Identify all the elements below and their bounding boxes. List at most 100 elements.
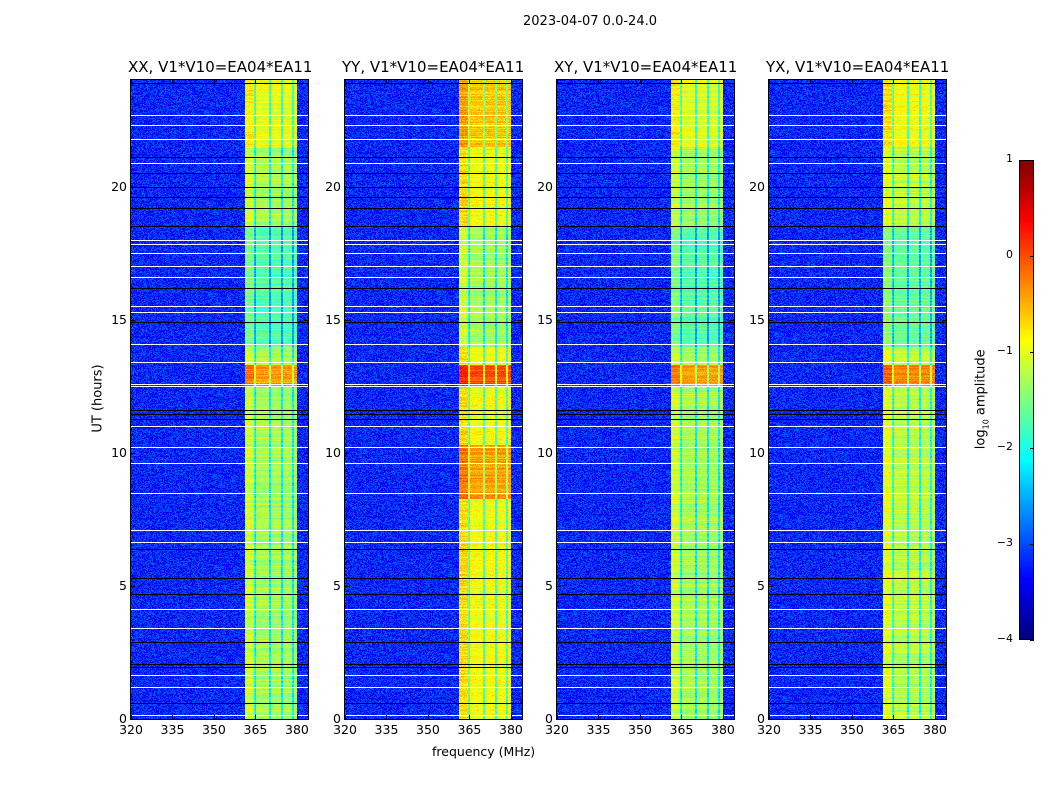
x-tick: [427, 80, 429, 84]
x-tick: [510, 80, 512, 84]
x-tick: [557, 715, 558, 719]
x-tick: [172, 80, 174, 84]
y-tick: [345, 186, 349, 188]
y-tick: [769, 452, 773, 454]
y-tick-label: 20: [325, 178, 341, 194]
x-tick: [639, 715, 641, 719]
y-tick: [518, 719, 522, 720]
y-tick: [557, 452, 561, 454]
colorbar-tick-label: −4: [996, 632, 1013, 645]
x-tick-label: 380: [499, 722, 523, 737]
y-tick: [942, 452, 946, 454]
x-tick: [131, 715, 132, 719]
y-tick: [131, 452, 135, 454]
x-tick: [296, 715, 298, 719]
x-tick-label: 380: [923, 722, 947, 737]
panel-title: YX, V1*V10=EA04*EA11: [766, 58, 950, 76]
y-tick-label: 20: [111, 178, 127, 194]
y-tick-label: 0: [119, 711, 127, 726]
panel-title: XX, V1*V10=EA04*EA11: [128, 58, 313, 76]
y-tick: [557, 186, 561, 188]
x-tick: [469, 80, 471, 84]
x-tick-label: 380: [711, 722, 735, 737]
x-tick: [172, 715, 174, 719]
y-tick-label: 15: [111, 311, 127, 327]
x-tick-label: 320: [119, 722, 143, 737]
panel-title: XY, V1*V10=EA04*EA11: [554, 58, 738, 76]
x-tick: [386, 80, 388, 84]
y-tick-label: 5: [545, 577, 553, 593]
y-tick: [345, 319, 349, 321]
panel-title: YY, V1*V10=EA04*EA11: [342, 58, 525, 76]
y-tick-label: 0: [545, 711, 553, 726]
x-tick: [851, 715, 853, 719]
x-tick: [386, 715, 388, 719]
y-tick: [304, 452, 308, 454]
x-tick: [681, 80, 683, 84]
y-tick: [557, 585, 561, 587]
x-tick: [722, 715, 724, 719]
y-tick: [557, 319, 561, 321]
y-tick-label: 10: [537, 444, 553, 460]
y-tick: [131, 585, 135, 587]
y-tick-label: 20: [749, 178, 765, 194]
x-tick-label: 350: [202, 722, 226, 737]
colorbar-tick-label: 1: [1006, 152, 1013, 165]
y-tick: [769, 719, 773, 720]
y-tick: [730, 585, 734, 587]
x-tick: [598, 715, 600, 719]
x-tick-label: 365: [457, 722, 482, 737]
colorbar-tick: [1030, 256, 1034, 257]
x-tick: [255, 80, 257, 84]
y-tick-label: 10: [111, 444, 127, 460]
x-tick: [769, 715, 770, 719]
x-tick-label: 320: [545, 722, 569, 737]
y-tick: [518, 585, 522, 587]
y-tick-label: 5: [119, 577, 127, 593]
x-tick: [893, 715, 895, 719]
x-tick: [851, 80, 853, 84]
colorbar-tick-label: −2: [996, 440, 1013, 453]
x-tick: [255, 715, 257, 719]
figure-title: 2023-04-07 0.0-24.0: [523, 14, 657, 29]
y-axis-label: UT (hours): [90, 364, 106, 433]
x-tick: [934, 715, 936, 719]
x-tick: [296, 80, 298, 84]
y-tick-label: 10: [749, 444, 765, 460]
y-tick-label: 20: [537, 178, 553, 194]
x-tick-label: 335: [374, 722, 399, 737]
y-tick: [557, 719, 561, 720]
x-tick-label: 365: [881, 722, 906, 737]
x-tick: [469, 715, 471, 719]
y-tick: [730, 319, 734, 321]
y-tick-label: 10: [325, 444, 341, 460]
y-tick: [304, 585, 308, 587]
x-tick-label: 380: [285, 722, 309, 737]
heatmap-canvas: [131, 80, 308, 719]
y-tick-label: 15: [537, 311, 553, 327]
x-tick: [810, 80, 812, 84]
y-tick: [769, 186, 773, 188]
y-tick: [131, 719, 135, 720]
x-tick: [510, 715, 512, 719]
colorbar-tick-label: −1: [996, 344, 1013, 357]
heatmap-panel: [344, 79, 523, 720]
y-tick-label: 0: [333, 711, 341, 726]
heatmap-panel: [130, 79, 309, 720]
colorbar-tick: [1030, 448, 1034, 449]
y-tick: [131, 186, 135, 188]
y-tick: [730, 719, 734, 720]
x-tick: [639, 80, 641, 84]
x-tick: [598, 80, 600, 84]
y-tick: [518, 452, 522, 454]
y-tick: [769, 319, 773, 321]
x-tick-label: 335: [798, 722, 823, 737]
y-tick-label: 0: [757, 711, 765, 726]
y-tick: [942, 319, 946, 321]
x-tick-label: 350: [840, 722, 864, 737]
y-tick: [730, 186, 734, 188]
heatmap-canvas: [769, 80, 946, 719]
x-tick-label: 365: [669, 722, 694, 737]
heatmap-panel: [556, 79, 735, 720]
